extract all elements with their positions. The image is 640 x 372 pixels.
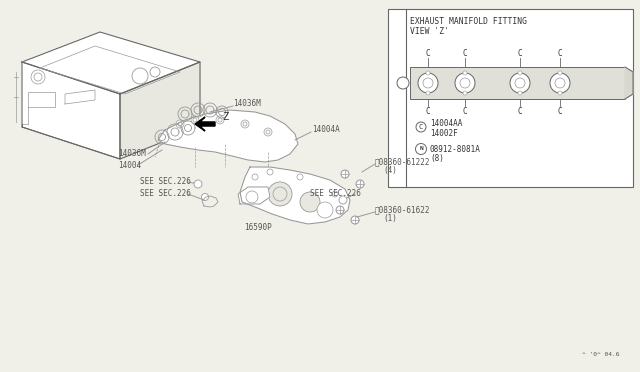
Text: EXHAUST MANIFOLD FITTING: EXHAUST MANIFOLD FITTING (410, 17, 527, 26)
Circle shape (252, 174, 258, 180)
Circle shape (510, 73, 530, 93)
Text: C: C (518, 48, 522, 58)
Polygon shape (240, 167, 350, 224)
Text: C: C (463, 48, 467, 58)
Text: 14036M: 14036M (118, 150, 146, 158)
Text: C: C (557, 106, 563, 115)
Text: 14004: 14004 (118, 160, 141, 170)
Circle shape (518, 91, 522, 95)
Text: Z: Z (222, 112, 228, 122)
Polygon shape (120, 62, 200, 159)
Bar (410, 67, 625, 99)
Circle shape (267, 169, 273, 175)
Circle shape (341, 170, 349, 178)
Circle shape (202, 193, 209, 201)
Text: C: C (426, 48, 430, 58)
Text: SEE SEC.226: SEE SEC.226 (140, 177, 191, 186)
Polygon shape (158, 110, 298, 162)
Text: (4): (4) (383, 166, 397, 174)
Circle shape (558, 91, 562, 95)
Circle shape (268, 182, 292, 206)
Circle shape (246, 191, 258, 203)
Text: C: C (426, 106, 430, 115)
Text: ^ '0^ 04.6: ^ '0^ 04.6 (582, 352, 620, 356)
Circle shape (455, 73, 475, 93)
Bar (388, 9, 633, 187)
Polygon shape (22, 32, 200, 94)
Polygon shape (625, 67, 633, 99)
Polygon shape (22, 62, 120, 159)
Circle shape (518, 71, 522, 75)
Text: C: C (518, 106, 522, 115)
Circle shape (463, 91, 467, 95)
Circle shape (176, 120, 184, 128)
Circle shape (241, 120, 249, 128)
Circle shape (150, 67, 160, 77)
Circle shape (332, 191, 338, 197)
Circle shape (558, 71, 562, 75)
Circle shape (356, 180, 364, 188)
Circle shape (550, 73, 570, 93)
Circle shape (397, 77, 409, 89)
Circle shape (463, 71, 467, 75)
Circle shape (415, 144, 426, 154)
Circle shape (339, 196, 347, 204)
Circle shape (426, 91, 430, 95)
Text: (8): (8) (430, 154, 444, 164)
Text: 14002F: 14002F (430, 128, 458, 138)
Text: (1): (1) (383, 214, 397, 222)
Text: Ⓝ08360-61222: Ⓝ08360-61222 (375, 157, 431, 167)
Text: 08912-8081A: 08912-8081A (430, 144, 481, 154)
Circle shape (264, 128, 272, 136)
Text: C: C (463, 106, 467, 115)
Circle shape (216, 116, 224, 124)
Polygon shape (195, 117, 215, 131)
Text: SEE SEC.226: SEE SEC.226 (140, 189, 191, 199)
Text: 16590P: 16590P (244, 222, 272, 231)
Text: SEE SEC.226: SEE SEC.226 (310, 189, 361, 199)
Circle shape (194, 180, 202, 188)
Circle shape (132, 68, 148, 84)
Text: C: C (419, 124, 423, 130)
Circle shape (300, 192, 320, 212)
Circle shape (191, 116, 199, 124)
Circle shape (31, 70, 45, 84)
Text: C: C (557, 48, 563, 58)
Circle shape (336, 206, 344, 214)
Circle shape (418, 73, 438, 93)
Text: 14004A: 14004A (312, 125, 340, 135)
Circle shape (416, 122, 426, 132)
Text: 14004AA: 14004AA (430, 119, 462, 128)
Polygon shape (238, 187, 270, 204)
Circle shape (317, 202, 333, 218)
Text: VIEW 'Z': VIEW 'Z' (410, 27, 449, 36)
Text: 14036M: 14036M (233, 99, 260, 109)
Text: Ⓝ08360-61622: Ⓝ08360-61622 (375, 205, 431, 215)
Text: N: N (419, 147, 423, 151)
Circle shape (297, 174, 303, 180)
Circle shape (351, 216, 359, 224)
Circle shape (426, 71, 430, 75)
